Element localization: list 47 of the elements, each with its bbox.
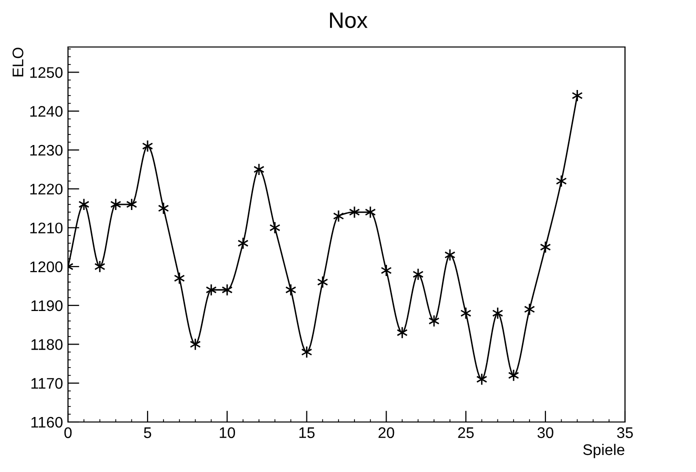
point [78,198,90,211]
x-tick-label: 0 [64,427,72,438]
point [444,248,456,262]
point [269,221,280,234]
x-tick-label: 30 [538,427,554,438]
y-tick-label: 1210 [30,222,63,234]
point [476,373,488,386]
y-axis-title: ELO [12,48,24,76]
point [174,272,185,284]
point [396,326,408,339]
point [142,140,154,152]
point [572,89,583,102]
point [460,306,472,320]
y-tick-label: 1240 [30,106,63,117]
point [285,284,296,296]
x-tick-label: 5 [144,427,152,438]
y-tick-label: 1250 [30,67,63,78]
point [492,306,504,320]
point [94,260,106,273]
point [126,198,138,211]
point [317,276,328,288]
point [412,268,424,281]
y-tick-label: 1170 [31,378,63,389]
y-tick-label: 1190 [31,300,63,312]
y-tick-label: 1220 [30,184,63,195]
point [110,198,122,211]
point [508,369,520,382]
y-tick-label: 1180 [31,339,63,350]
point [380,264,392,277]
point [238,236,249,250]
y-tick-label: 1200 [30,261,63,272]
x-tick-label: 20 [378,427,394,438]
point [301,346,312,358]
point [190,338,201,351]
point [222,284,233,296]
x-tick-label: 15 [299,427,315,438]
x-axis-title: Spiele [583,444,624,458]
point [364,206,376,218]
chart-title: Nox [330,12,368,28]
y-tick-label: 1230 [30,144,63,156]
y-tick-label: 1160 [31,416,63,428]
x-tick-label: 10 [220,427,236,438]
point [540,240,551,254]
point [206,284,217,296]
point [556,174,567,188]
x-tick-label: 35 [617,427,633,438]
x-tick-label: 25 [458,427,474,438]
